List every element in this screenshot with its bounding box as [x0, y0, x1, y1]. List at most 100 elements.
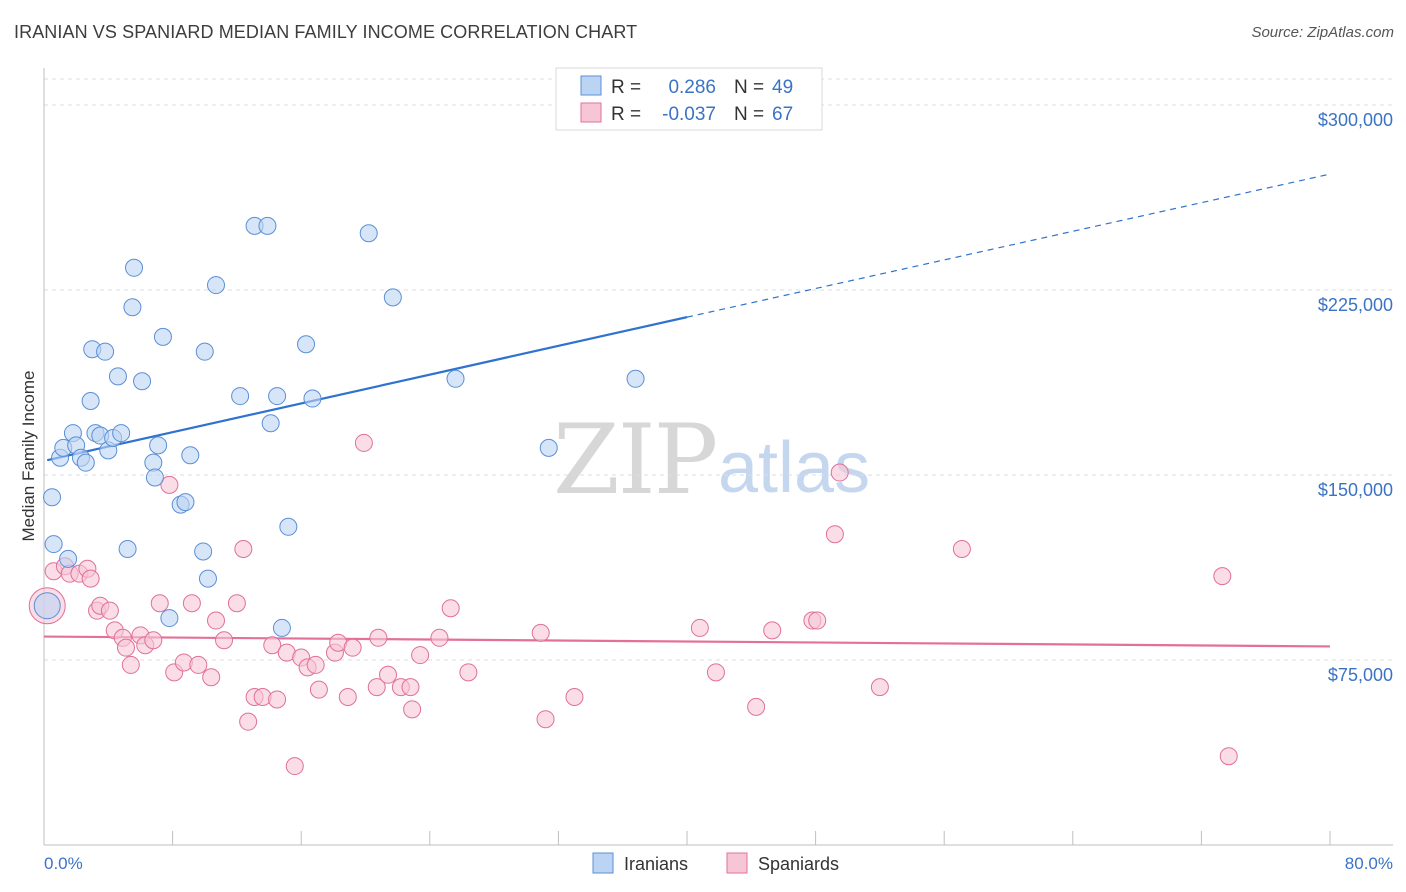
data-point-spaniards: [285, 757, 304, 776]
data-point-spaniards: [207, 611, 226, 630]
data-point-spaniards: [403, 700, 422, 719]
data-point-spaniards: [825, 525, 844, 544]
stats-r-label-spaniards: R =: [611, 104, 641, 125]
data-point-spaniards: [531, 623, 550, 642]
legend-swatch-spaniards[interactable]: [726, 852, 748, 874]
data-point-spaniards: [144, 631, 163, 650]
data-point-iranians: [118, 540, 137, 558]
data-point-iranians: [108, 367, 127, 386]
data-point-iranians: [383, 288, 402, 307]
legend-label-spaniards[interactable]: Spaniards: [758, 854, 839, 874]
data-point-iranians: [43, 488, 62, 507]
data-point-spaniards: [182, 594, 201, 613]
watermark-zip: ZIP: [553, 404, 716, 516]
data-point-spaniards: [952, 540, 971, 558]
data-point-spaniards: [706, 663, 725, 682]
data-point-spaniards: [306, 655, 325, 674]
data-point-spaniards: [268, 690, 287, 709]
y-tick-label: $225,000: [1318, 295, 1393, 315]
data-point-spaniards: [100, 601, 119, 620]
chart-title: IRANIAN VS SPANIARD MEDIAN FAMILY INCOME…: [14, 22, 638, 42]
stats-swatch-spaniards: [580, 102, 602, 123]
data-point-spaniards: [160, 475, 179, 494]
data-point-spaniards: [215, 631, 234, 650]
data-point-iranians: [539, 438, 558, 457]
data-point-spaniards: [690, 618, 709, 637]
data-point-iranians: [207, 276, 226, 295]
legend-swatch-iranians[interactable]: [592, 852, 614, 874]
data-point-iranians: [359, 224, 378, 243]
data-point-iranians: [133, 372, 152, 391]
data-point-iranians: [279, 517, 298, 536]
data-point-iranians: [626, 369, 645, 388]
data-point-iranians: [303, 389, 322, 408]
stats-n-value-iranians: 49: [772, 77, 793, 98]
source-note: Source: ZipAtlas.com: [1251, 24, 1394, 41]
data-point-iranians: [446, 369, 465, 388]
data-point-iranians: [145, 468, 164, 487]
y-tick-label: $75,000: [1328, 665, 1393, 685]
legend-label-iranians[interactable]: Iranians: [624, 854, 688, 874]
data-point-spaniards: [747, 697, 766, 716]
gridlines: [44, 78, 1393, 661]
data-point-spaniards: [459, 663, 478, 682]
data-point-iranians: [297, 335, 316, 354]
data-point-iranians: [261, 414, 280, 433]
data-point-spaniards: [870, 678, 889, 697]
data-point-iranians: [153, 327, 172, 346]
data-point-iranians: [125, 258, 144, 277]
data-point-spaniards: [234, 540, 253, 558]
data-point-spaniards: [263, 636, 282, 655]
stats-legend-box: R = 0.286 N = 49 R = -0.037 N = 67: [555, 67, 823, 131]
data-point-iranians: [44, 535, 63, 554]
x-tick-label-max: 80.0%: [1345, 854, 1393, 873]
data-point-spaniards: [239, 712, 258, 731]
stats-swatch-iranians: [580, 75, 602, 96]
data-point-iranians: [59, 549, 78, 568]
data-point-spaniards: [830, 463, 849, 482]
data-point-spaniards: [401, 678, 420, 697]
data-point-spaniards: [309, 680, 328, 699]
stats-n-label-spaniards: N =: [734, 104, 764, 125]
data-point-spaniards: [81, 569, 100, 588]
data-point-spaniards: [369, 628, 388, 647]
trend-line-iranians-extension: [686, 173, 1331, 318]
y-axis-label: Median Family Income: [19, 370, 38, 541]
data-point-spaniards: [441, 599, 460, 618]
y-tick-label: $300,000: [1318, 110, 1393, 130]
data-point-spaniards: [338, 688, 357, 706]
trend-line-iranians: [46, 316, 688, 462]
data-point-iranians: [272, 618, 291, 637]
trend-lines: [43, 173, 1331, 648]
data-point-iranians: [123, 298, 142, 317]
data-point-iranians: [96, 342, 115, 361]
stats-n-label-iranians: N =: [734, 77, 764, 98]
data-point-iranians: [33, 592, 61, 620]
data-point-iranians: [76, 453, 95, 472]
stats-r-label-iranians: R =: [611, 77, 641, 98]
data-point-iranians: [231, 387, 250, 406]
data-point-iranians: [81, 392, 100, 410]
data-point-iranians: [112, 424, 131, 443]
data-point-iranians: [181, 446, 200, 465]
data-point-spaniards: [343, 638, 362, 657]
data-point-spaniards: [411, 646, 430, 665]
data-point-spaniards: [1219, 747, 1238, 766]
data-point-iranians: [149, 436, 168, 455]
data-point-spaniards: [367, 678, 386, 697]
data-point-spaniards: [227, 594, 246, 613]
stats-n-value-spaniards: 67: [772, 104, 793, 125]
trend-line-spaniards: [43, 635, 1331, 648]
data-point-spaniards: [430, 628, 449, 647]
data-point-iranians: [268, 387, 287, 406]
data-point-spaniards: [379, 665, 398, 684]
data-point-spaniards: [354, 433, 373, 452]
data-point-spaniards: [150, 594, 169, 613]
stats-r-value-iranians: 0.286: [668, 77, 716, 98]
data-point-iranians: [198, 569, 217, 588]
data-point-iranians: [195, 342, 214, 361]
data-point-spaniards: [1213, 567, 1232, 586]
data-point-iranians: [194, 542, 213, 561]
data-point-iranians: [258, 216, 277, 235]
